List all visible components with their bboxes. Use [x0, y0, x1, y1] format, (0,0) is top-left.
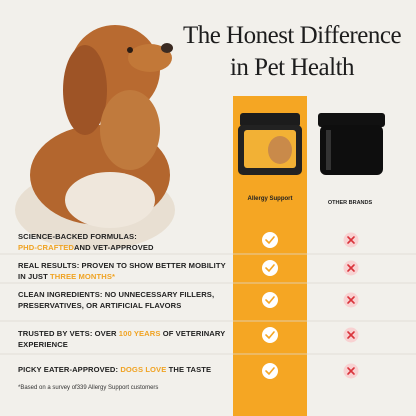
text-part: 100 YEARS	[118, 329, 161, 338]
other-jar	[318, 113, 385, 175]
x-mark	[347, 236, 355, 244]
text-part: SCIENCE-BACKED FORMULAS:	[18, 232, 137, 241]
dog-photo	[15, 25, 175, 250]
check-mark	[265, 296, 275, 305]
text-part: DOGS LOVE	[120, 365, 167, 374]
row-text: REAL RESULTS: PROVEN TO SHOW BETTER MOBI…	[18, 260, 230, 282]
text-part: TRUSTED BY VETS: OVER	[18, 329, 119, 338]
check-mark	[265, 264, 275, 273]
text-part: THE TASTE	[166, 365, 212, 374]
footnote: *Based on a survey of339 Allergy Support…	[18, 385, 159, 391]
check-icon	[262, 327, 278, 343]
check-icon	[262, 232, 278, 248]
check-icon	[262, 363, 278, 379]
product-jar	[238, 113, 302, 175]
row-text: PICKY EATER-APPROVED: DOGS LOVE THE TAST…	[18, 364, 230, 375]
check-mark	[265, 367, 275, 376]
text-part: OF VETERINARY EXPERIENCE	[18, 329, 226, 349]
row-text: CLEAN INGREDIENTS: NO UNNECESSARY FILLER…	[18, 289, 230, 311]
text-part: PICKY EATER-APPROVED:	[18, 365, 121, 374]
column-label: Allergy Support	[247, 196, 293, 202]
check-mark	[265, 236, 275, 245]
x-mark	[347, 296, 355, 304]
column-label: OTHER BRANDS	[327, 200, 373, 206]
x-mark	[347, 367, 355, 375]
text-part: THREE MONTHS*	[50, 272, 116, 281]
title: The Honest Difference in Pet Health	[180, 20, 404, 84]
x-mark	[347, 331, 355, 339]
text-part: AND VET-APPROVED	[73, 243, 154, 252]
title-line: in Pet Health	[229, 54, 355, 81]
row-text: SCIENCE-BACKED FORMULAS: PHD-CRAFTEDAND …	[18, 231, 230, 253]
x-mark	[347, 264, 355, 272]
text-part: CLEAN INGREDIENTS: NO UNNECESSARY FILLER…	[18, 290, 215, 310]
check-mark	[265, 331, 275, 340]
title-line: The Honest Difference	[182, 22, 402, 49]
check-icon	[262, 260, 278, 276]
row-text: TRUSTED BY VETS: OVER 100 YEARS OF VETER…	[18, 328, 230, 350]
check-icon	[262, 292, 278, 308]
text-part: REAL RESULTS: PROVEN TO SHOW BETTER MOBI…	[18, 261, 226, 281]
text-part: PHD-CRAFTED	[18, 243, 74, 252]
